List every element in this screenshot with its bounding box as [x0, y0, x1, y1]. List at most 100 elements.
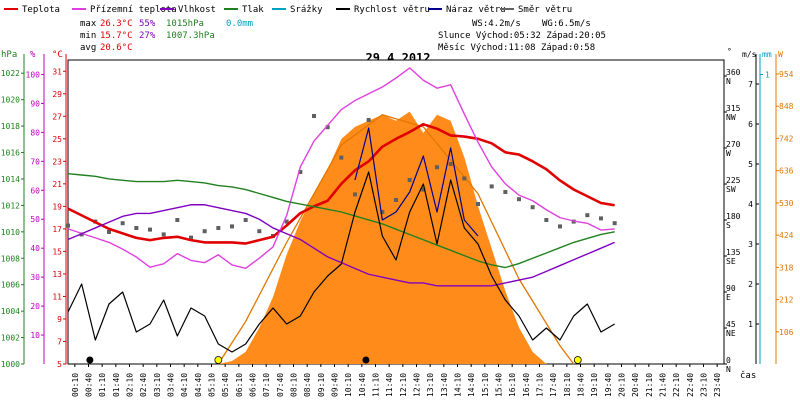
x-tick-label: 21:10: [645, 373, 654, 397]
plot-area: [66, 67, 617, 365]
x-tick-label: 03:10: [153, 373, 162, 397]
solar-tick-label: 424: [779, 231, 794, 240]
wind-direction-point: [489, 184, 494, 189]
direction-tick-dir: S: [726, 221, 731, 230]
percent-tick-label: 40: [30, 244, 40, 253]
x-axis-label: čas: [740, 370, 756, 381]
direction-tick-label: 0: [726, 356, 731, 365]
x-tick-label: 00:10: [71, 373, 80, 397]
percent-tick-label: 60: [30, 186, 40, 195]
stat-avg-temp: 20.6°C: [100, 43, 133, 53]
x-tick-label: 06:40: [249, 373, 258, 397]
stat-min-temp: 15.7°C: [100, 31, 133, 41]
x-tick-label: 01:40: [112, 373, 121, 397]
theoretical-solar-curve: [217, 114, 575, 365]
x-tick-label: 19:40: [604, 373, 613, 397]
wind-direction-point: [134, 226, 139, 230]
stat-min-press: 1007.3hPa: [166, 31, 215, 41]
wind-direction-point: [366, 118, 371, 122]
legend-label: Vlhkost: [178, 5, 216, 15]
stat-avg-label: avg: [80, 43, 96, 53]
moonrise-marker: [362, 356, 370, 364]
celsius-tick-label: 19: [52, 202, 62, 211]
x-tick-label: 06:10: [235, 373, 244, 397]
legend-item: Směr větru: [500, 5, 572, 15]
wind-direction-point: [599, 216, 603, 221]
wind-axis-unit: m/s: [742, 50, 757, 59]
hpa-tick-label: 1002: [1, 334, 20, 343]
direction-tick-label: 135: [726, 248, 741, 257]
wind-direction-point: [380, 210, 385, 214]
stat-max-temp: 26.3°C: [100, 19, 133, 29]
x-tick-label: 01:10: [98, 373, 107, 397]
rain-tick-label: 1: [765, 70, 770, 79]
solar-tick-label: 636: [779, 167, 794, 176]
legend-label: Srážky: [290, 5, 323, 15]
x-tick-label: 22:40: [686, 373, 695, 397]
legend-label: Teplota: [22, 5, 60, 15]
legend-item: Náraz větru: [428, 5, 506, 15]
x-tick-label: 07:10: [262, 373, 271, 397]
solar-tick-label: 530: [779, 199, 794, 208]
legend-item: Rychlost větru: [336, 5, 430, 15]
legend-label: Rychlost větru: [354, 5, 430, 15]
x-tick-label: 23:10: [700, 373, 709, 397]
wind-tick-label: 4: [748, 200, 753, 209]
celsius-tick-label: 15: [52, 247, 62, 256]
x-tick-label: 21:40: [659, 373, 668, 397]
hpa-tick-label: 1012: [1, 201, 20, 210]
x-tick-label: 03:40: [167, 373, 176, 397]
wind-direction-point: [148, 227, 152, 232]
wind-direction-point: [66, 223, 70, 228]
legend-item: Tlak: [224, 5, 264, 15]
x-tick-label: 14:10: [454, 373, 463, 397]
wind-direction-point: [243, 218, 248, 222]
celsius-tick-label: 7: [57, 337, 62, 346]
celsius-axis-unit: °C: [52, 50, 63, 60]
legend: Teplota Přízemní teplota Vlhkost Tlak Srážky…: [4, 5, 572, 15]
stat-max-press: 1015hPa: [166, 19, 204, 29]
hpa-tick-label: 1018: [1, 122, 20, 131]
percent-tick-label: 100: [26, 70, 41, 79]
direction-tick-dir: N: [726, 77, 731, 86]
wind-direction-point: [394, 198, 398, 202]
x-tick-label: 14:40: [467, 373, 476, 397]
solar-tick-label: 848: [779, 102, 794, 111]
stat-wg: WG:6.5m/s: [542, 19, 591, 29]
legend-item: Teplota: [4, 5, 60, 15]
stats-block: max 26.3°C 55% 1015hPa 0.0mm min 15.7°C …: [80, 19, 606, 53]
direction-tick-label: 225: [726, 176, 741, 185]
series-line: [67, 122, 615, 245]
x-tick-label: 18:10: [563, 373, 572, 397]
wind-direction-point: [407, 178, 412, 182]
celsius-tick-label: 17: [52, 225, 62, 234]
legend-label: Směr větru: [518, 5, 572, 15]
x-axis: 00:10 00:40 01:10 01:40 02:10 02:40 03:10 03:40…: [71, 364, 722, 397]
x-tick-label: 02:40: [139, 373, 148, 397]
x-tick-label: 16:40: [522, 373, 531, 397]
legend-label: Tlak: [242, 5, 264, 15]
x-tick-label: 18:40: [577, 373, 586, 397]
celsius-tick-label: 27: [52, 112, 62, 121]
wind-direction-point: [120, 221, 125, 226]
wind-direction-point: [421, 187, 426, 192]
direction-tick-label: 270: [726, 140, 741, 149]
legend-item: Přízemní teplota: [72, 5, 177, 15]
x-tick-label: 20:10: [618, 373, 627, 397]
wind-direction-point: [476, 202, 480, 206]
legend-item: Vlhkost: [160, 5, 216, 15]
celsius-tick-label: 23: [52, 157, 62, 166]
hpa-tick-label: 1022: [1, 69, 20, 78]
stat-moon: Měsíc Východ:11:08 Západ:0:58: [438, 43, 595, 53]
x-tick-label: 20:40: [631, 373, 640, 397]
percent-tick-label: 50: [30, 215, 40, 224]
stat-max-rain: 0.0mm: [226, 19, 253, 29]
x-tick-label: 04:40: [194, 373, 203, 397]
series-line: [67, 172, 615, 269]
legend-label: Náraz větru: [446, 5, 506, 15]
direction-tick-dir: SW: [726, 185, 736, 194]
x-tick-label: 11:10: [372, 373, 381, 397]
wind-tick-label: 3: [748, 240, 753, 249]
x-tick-label: 07:40: [276, 373, 285, 397]
solar-tick-label: 954: [779, 70, 794, 79]
